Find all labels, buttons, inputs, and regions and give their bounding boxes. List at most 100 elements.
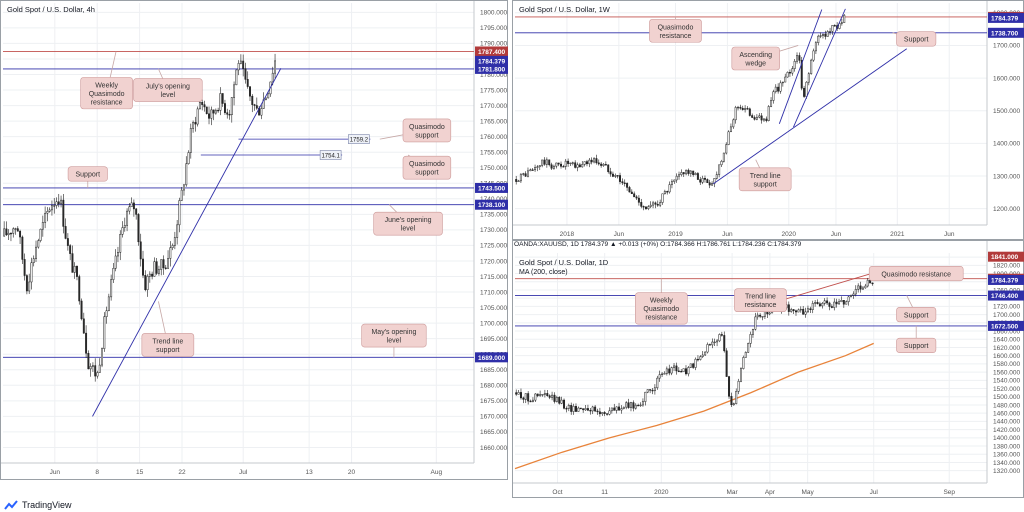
candle-body [682, 368, 685, 372]
chart-panel-1w[interactable]: 1200.000 1300.000 1400.000 1500.000 1600.000… [512, 0, 1024, 240]
candle-body [198, 101, 201, 110]
tradingview-logo[interactable]: TradingView [4, 498, 72, 512]
candle-body [130, 202, 133, 208]
candle-body [601, 412, 604, 415]
annotation-callout: June's opening level [373, 204, 443, 236]
candle-body [584, 408, 587, 411]
candle-body [608, 410, 611, 415]
candle-body [821, 33, 824, 36]
candle-body [833, 25, 836, 27]
x-tick-label: Jun [944, 231, 955, 238]
annotation-text: Quasimodo [658, 24, 694, 31]
candle-body [715, 174, 718, 179]
candle-body [598, 411, 601, 415]
chart-1w-canvas[interactable]: 1200.000 1300.000 1400.000 1500.000 1600.000… [513, 1, 1024, 241]
candle-body [796, 55, 799, 62]
candle-body [767, 106, 770, 121]
candle-body [711, 341, 714, 346]
price-tag-label: 1672.500 [991, 323, 1018, 330]
price-tag-label: 1738.700 [991, 30, 1018, 37]
candle-body [871, 282, 874, 285]
candle-body [194, 122, 197, 125]
candle-body [656, 377, 659, 389]
chart-panel-4h[interactable]: 1660.000 1665.000 1670.000 1675.000 1680.000… [0, 0, 508, 480]
candle-body [802, 308, 805, 315]
candle-body [864, 285, 867, 289]
price-tag-bg [988, 290, 1024, 301]
candle-body [857, 285, 860, 290]
x-tick-label: 2021 [890, 231, 905, 238]
candle-body [98, 364, 101, 373]
x-tick-label: Aug [431, 469, 443, 476]
candle-body [536, 393, 539, 397]
candle-body [718, 164, 721, 175]
candle-body [517, 180, 520, 182]
candle-body [239, 60, 242, 64]
candle-body [146, 276, 149, 291]
chart-4h-canvas[interactable]: 1660.000 1665.000 1670.000 1675.000 1680.000… [1, 1, 509, 481]
candle-body [46, 211, 49, 214]
y-tick-label: 1800.000 [480, 10, 507, 17]
candle-body [661, 373, 664, 375]
candle-body [759, 314, 762, 317]
short-level-label: 1754.1 [321, 153, 340, 159]
candle-body [708, 344, 711, 346]
candle-body [661, 193, 664, 203]
y-tick-label: 1600.000 [993, 75, 1020, 82]
candle-body [615, 406, 618, 411]
candle-body [37, 240, 40, 248]
candle-body [87, 353, 90, 370]
candle-body [689, 363, 692, 368]
candle-body [560, 399, 563, 404]
candle-body [852, 293, 855, 296]
candle-body [187, 152, 190, 164]
y-tick-label: 1400.000 [993, 435, 1020, 442]
x-ticks: Oct 11 2020 Mar Apr May Jul Sep [552, 489, 955, 496]
candle-body [637, 197, 640, 203]
price-tag-bg [475, 352, 508, 363]
candle-body [811, 303, 814, 310]
candle-body [838, 301, 841, 305]
candle-body [583, 161, 586, 165]
candle-body [5, 228, 8, 236]
candle-body [543, 159, 546, 165]
candle-body [32, 258, 35, 263]
candle-body [633, 193, 636, 198]
price-tag-label: 1781.800 [478, 66, 505, 73]
candle-body [242, 60, 245, 69]
annotation-text: level [387, 338, 402, 345]
candle-body [734, 107, 737, 121]
candle-body [570, 405, 573, 412]
candle-body [558, 397, 561, 404]
y-tick-label: 1480.000 [993, 402, 1020, 409]
candle-body [763, 311, 766, 317]
candle-body [807, 73, 810, 83]
y-tick-label: 1750.000 [480, 165, 507, 172]
candle-body [582, 408, 585, 411]
candle-body [590, 159, 593, 163]
annotation-box [80, 77, 133, 110]
y-tick-label: 1705.000 [480, 305, 507, 312]
candle-body [548, 159, 551, 166]
candle-body [629, 402, 632, 408]
annotation-text: resistance [660, 33, 692, 40]
candle-body [569, 162, 572, 165]
candle-body [167, 258, 170, 269]
x-tick-label: Jul [239, 469, 248, 476]
candle-body [770, 100, 773, 107]
candle-body [670, 181, 673, 185]
candle-body [762, 118, 765, 121]
annotation-text: wedge [744, 61, 766, 68]
candle-body [814, 302, 817, 304]
y-ticks: 1200.000 1300.000 1400.000 1500.000 1600.000… [993, 10, 1020, 213]
chart-panel-1d[interactable]: 1320.000 1340.000 1360.000 1380.000 1400.000… [512, 240, 1024, 498]
annotation-text: support [156, 347, 179, 354]
candle-body [128, 206, 131, 212]
candle-body [810, 59, 813, 74]
candle-body [519, 392, 522, 399]
candle-body [866, 279, 869, 287]
candles [515, 14, 846, 211]
